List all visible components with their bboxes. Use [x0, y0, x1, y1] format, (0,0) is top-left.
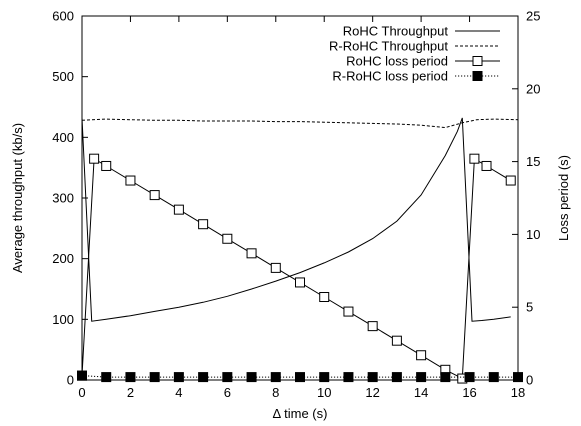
- y-tick-label: 200: [52, 251, 74, 266]
- x-tick-label: 16: [462, 385, 476, 400]
- series-4-point: [101, 372, 112, 383]
- series-4-point: [295, 372, 305, 383]
- legend-label: RoHC loss period: [346, 54, 448, 69]
- series-3-point: [505, 175, 516, 186]
- x-tick-label: 10: [317, 385, 331, 400]
- series-4-point: [246, 372, 257, 383]
- axes-layer: 0 2 4 6 8 10 12 14 16 180100200300400500600051015…: [52, 9, 540, 401]
- y2-tick-label: 5: [526, 300, 533, 315]
- series-3-point: [149, 190, 160, 201]
- x-tick-label: 8: [272, 385, 279, 400]
- y-tick-label: 400: [52, 130, 74, 145]
- series-3-point: [295, 277, 305, 288]
- series-3-point: [89, 153, 100, 164]
- x-tick-label: 18: [511, 385, 525, 400]
- legend-marker: [472, 71, 483, 81]
- y-axis-title: Average throughput (kb/s): [10, 123, 25, 273]
- x-tick-label: 12: [365, 385, 379, 400]
- series-3-point: [319, 292, 330, 303]
- plot-frame: [81, 15, 519, 381]
- y-tick-label: 600: [52, 9, 74, 24]
- x-axis-title: Δ time (s): [273, 406, 328, 421]
- series-4-point: [488, 372, 499, 383]
- series-3-point: [391, 335, 402, 346]
- x-tick-label: 4: [175, 385, 182, 400]
- series-line-1: [81, 117, 511, 322]
- series-3-point: [173, 204, 184, 215]
- series-4-point: [440, 372, 451, 383]
- series-layer: [77, 117, 523, 384]
- series-line-2: [81, 118, 519, 129]
- series-3-point: [198, 219, 209, 230]
- series-3-point: [270, 262, 281, 273]
- y2-tick-label: 0: [526, 373, 533, 388]
- series-4-point: [391, 372, 402, 383]
- series-4-point: [198, 372, 209, 383]
- legend-label: R-RoHC loss period: [332, 69, 448, 84]
- y-tick-label: 0: [67, 373, 74, 388]
- y2-tick-label: 15: [526, 154, 540, 169]
- series-3-point: [416, 350, 427, 361]
- x-tick-label: 14: [414, 385, 428, 400]
- y-tick-label: 100: [52, 312, 74, 327]
- plot-area: [81, 15, 519, 381]
- x-tick-label: 0: [78, 385, 85, 400]
- x-tick-label: 6: [224, 385, 231, 400]
- series-3-markers: [77, 153, 516, 384]
- series-3-point: [125, 175, 136, 186]
- series-3-point: [481, 160, 492, 171]
- y2-tick-label: 25: [526, 9, 540, 24]
- legend-label: R-RoHC Throughput: [329, 39, 448, 54]
- series-line-3: [81, 157, 511, 380]
- legend-label: RoHC Throughput: [343, 24, 449, 39]
- y-tick-label: 500: [52, 69, 74, 84]
- y2-tick-label: 20: [526, 81, 540, 96]
- series-3-point: [343, 306, 354, 317]
- series-3-point: [222, 233, 233, 244]
- y2-axis-title: Loss period (s): [556, 155, 571, 241]
- series-3-point: [246, 248, 257, 259]
- series-3-point: [101, 160, 112, 171]
- x-tick-label: 2: [127, 385, 134, 400]
- series-4-point: [149, 372, 160, 383]
- legend-marker: [472, 56, 483, 66]
- series-4-point: [343, 372, 354, 383]
- series-3-point: [367, 321, 378, 332]
- y2-tick-label: 10: [526, 227, 540, 242]
- y-tick-label: 300: [52, 191, 74, 206]
- series-3-point: [469, 153, 480, 164]
